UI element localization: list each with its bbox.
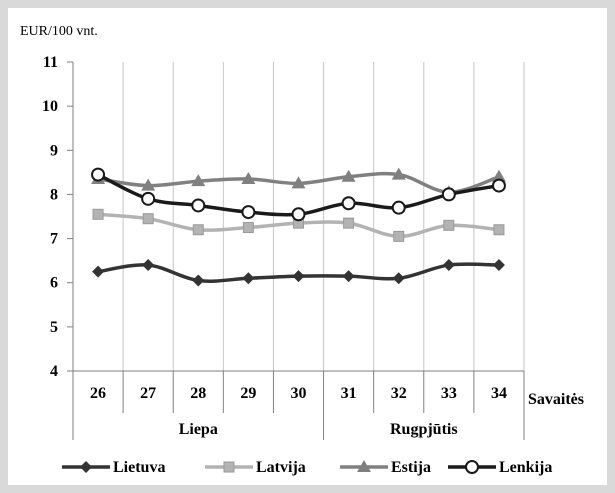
category-label: 29	[240, 385, 256, 402]
category-label: 34	[491, 385, 507, 402]
series-latvija	[92, 208, 505, 242]
point-latvija-29	[242, 222, 254, 234]
y-tick-label: 11	[43, 54, 58, 71]
point-latvija-33	[443, 219, 455, 231]
y-tick-label: 5	[50, 319, 58, 336]
point-estija-27	[141, 178, 156, 191]
category-label: 30	[291, 385, 307, 402]
point-lietuva-30	[292, 270, 305, 283]
legend-item-lietuva: Lietuva	[62, 459, 165, 476]
y-axis-title: EUR/100 vnt.	[20, 24, 98, 39]
point-lenkija-27	[141, 191, 156, 206]
point-lietuva-27	[142, 259, 155, 272]
point-lietuva-32	[392, 272, 405, 285]
legend-item-latvija: Latvija	[205, 459, 306, 476]
x-axis-title: Savaitės	[528, 391, 584, 408]
point-latvija-34	[493, 224, 505, 236]
point-lenkija-32	[391, 200, 406, 215]
legend-item-estija: Estija	[340, 459, 431, 476]
point-estija-31	[341, 169, 356, 182]
point-lietuva-31	[342, 270, 355, 283]
point-estija-32	[391, 167, 406, 180]
point-latvija-31	[343, 217, 355, 229]
category-label: 28	[190, 385, 206, 402]
axes	[72, 62, 524, 372]
legend-label: Lenkija	[499, 459, 552, 476]
legend-marker	[80, 461, 92, 473]
point-estija-30	[291, 176, 306, 189]
point-lietuva-29	[242, 272, 255, 285]
group-label: Liepa	[179, 421, 218, 438]
legend-marker	[223, 461, 235, 473]
point-lenkija-30	[291, 207, 306, 222]
point-lietuva-26	[92, 265, 105, 278]
chart-panel	[8, 8, 607, 485]
series-lietuva	[92, 259, 505, 287]
point-lenkija-33	[441, 187, 456, 202]
y-tick-label: 9	[50, 142, 58, 159]
legend-label: Estija	[391, 459, 431, 476]
point-latvija-26	[92, 208, 104, 220]
point-lenkija-34	[491, 178, 506, 193]
legend-label: Latvija	[256, 459, 306, 476]
point-lietuva-28	[192, 274, 205, 287]
point-estija-34	[491, 169, 506, 182]
legend-marker	[465, 460, 479, 474]
y-tick-label: 6	[50, 275, 58, 292]
y-tick-label: 4	[50, 363, 58, 380]
category-axis: 26 27 28 29 30 31 32 33 34 Liepa Rugpjūtis	[72, 371, 525, 440]
legend-label: Lietuva	[113, 459, 165, 476]
category-label: 31	[341, 385, 357, 402]
group-label: Rugpjūtis	[390, 421, 458, 438]
series-lenkija	[91, 167, 506, 222]
point-lenkija-28	[191, 198, 206, 213]
category-label: 27	[140, 385, 156, 402]
category-label: 33	[441, 385, 457, 402]
legend-item-lenkija: Lenkija	[448, 459, 552, 476]
y-axis-ticks: 4 5 6 7 8 9 10 11	[42, 54, 73, 380]
point-lietuva-34	[492, 259, 505, 272]
legend: Lietuva Latvija Estija Lenkija	[62, 459, 552, 476]
point-latvija-32	[393, 230, 405, 242]
point-estija-29	[241, 171, 256, 184]
category-label: 26	[90, 385, 106, 402]
point-latvija-27	[142, 213, 154, 225]
point-lenkija-29	[241, 205, 256, 220]
y-tick-label: 7	[50, 231, 58, 248]
point-latvija-28	[192, 224, 204, 236]
point-lenkija-26	[91, 167, 106, 182]
point-lenkija-31	[341, 196, 356, 211]
y-tick-label: 10	[42, 98, 58, 115]
vertical-gridlines	[122, 62, 525, 371]
category-label: 32	[391, 385, 407, 402]
legend-marker	[357, 460, 371, 472]
y-tick-label: 8	[50, 186, 58, 203]
series-layer	[91, 167, 506, 287]
point-estija-28	[191, 174, 206, 187]
point-lietuva-33	[442, 259, 455, 272]
